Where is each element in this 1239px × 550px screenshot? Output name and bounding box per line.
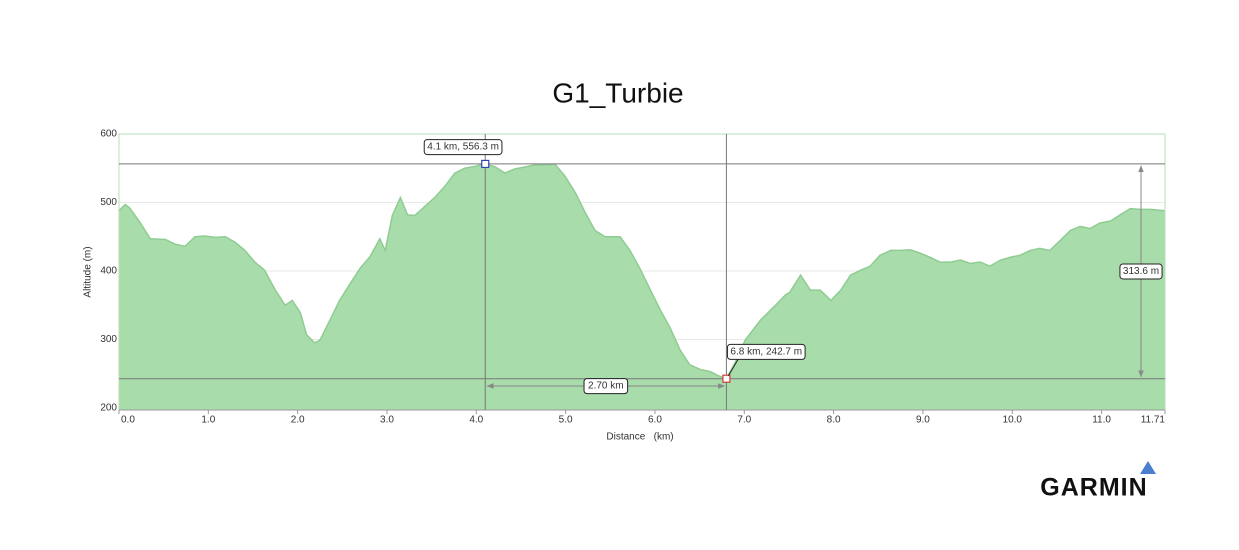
y-tick-label: 600: [100, 129, 117, 140]
area: [119, 163, 1165, 410]
marker-label-box: [726, 343, 806, 360]
x-tick-label: 3.0: [380, 415, 394, 426]
measure-label-box: [1119, 263, 1163, 280]
marker: [481, 159, 490, 169]
measure-label: 313.6 m: [1123, 266, 1159, 277]
area-line: [118, 163, 1166, 380]
logo-triangle: [1140, 461, 1156, 474]
marker-label-box: [423, 139, 503, 156]
x-tick-label: 9.0: [916, 415, 930, 426]
y-axis-label: Altitude (m): [83, 246, 94, 297]
x-tick-label: 2.0: [291, 415, 305, 426]
x-tick-label: 0.0: [121, 415, 135, 426]
marker-label: 4.1 km, 556.3 m: [427, 142, 499, 153]
y-tick-label: 500: [100, 197, 117, 208]
x-tick-label: 7.0: [737, 415, 751, 426]
y-tick-label: 300: [100, 334, 117, 345]
logo: GARMIN: [1040, 474, 1147, 502]
marker-label: 6.8 km, 242.7 m: [730, 346, 802, 357]
x-tick-label: 6.0: [648, 415, 662, 426]
marker: [722, 374, 731, 383]
measure-label-box: [583, 378, 629, 395]
x-tick-label: 11.0: [1092, 415, 1111, 426]
x-tick-label: 10.0: [1003, 415, 1023, 426]
x-tick-label: 5.0: [559, 415, 573, 426]
x-tick-label: 8.0: [827, 415, 841, 426]
measure-label: 2.70 km: [588, 381, 624, 392]
x-tick-label: 1.0: [201, 415, 215, 426]
x-axis-label: Distance (km): [606, 432, 673, 443]
marker-pointer: [727, 358, 739, 376]
y-tick-label: 200: [100, 403, 117, 414]
x-tick-label: 11.71: [1141, 415, 1166, 426]
y-tick-label: 400: [100, 266, 117, 277]
chart-title: G1_Turbie: [552, 77, 683, 108]
x-tick-label: 4.0: [469, 415, 483, 426]
